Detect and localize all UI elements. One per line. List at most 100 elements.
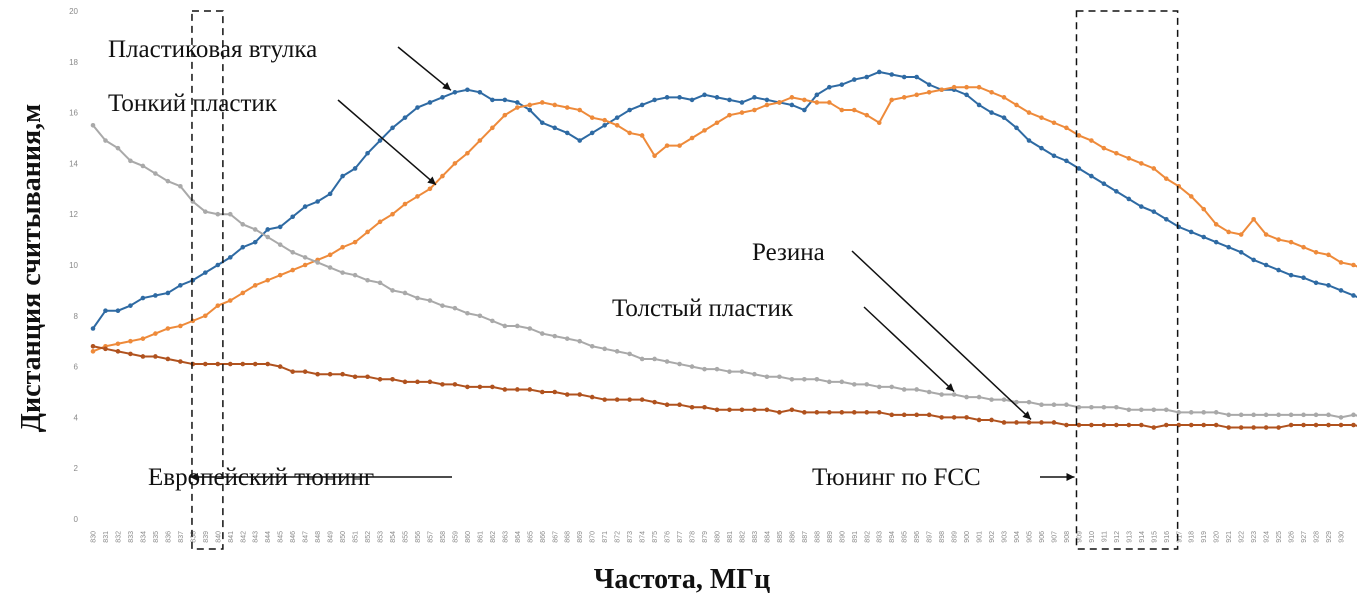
data-point — [1276, 425, 1281, 430]
data-point — [277, 224, 283, 230]
data-point — [1201, 410, 1207, 415]
data-point — [1213, 222, 1219, 227]
data-point — [1251, 412, 1256, 418]
data-point — [602, 117, 607, 123]
data-point — [1139, 422, 1144, 428]
x-tick-label: 901 — [977, 531, 984, 543]
data-point — [1064, 422, 1069, 428]
data-point — [490, 384, 495, 390]
data-point — [440, 95, 445, 100]
x-tick-label: 927 — [1301, 531, 1308, 543]
data-point — [390, 288, 395, 293]
data-point — [1114, 189, 1119, 194]
data-point — [302, 262, 308, 268]
data-point — [440, 303, 445, 308]
data-point — [365, 374, 370, 380]
x-tick-label: 882 — [739, 531, 746, 543]
x-tick-label: 894 — [889, 531, 896, 543]
data-point — [1301, 412, 1306, 418]
data-point — [327, 252, 333, 258]
data-point — [1089, 404, 1094, 410]
x-tick-label: 843 — [253, 531, 260, 543]
data-point — [290, 214, 295, 220]
data-point — [1301, 422, 1306, 428]
x-tick-label: 891 — [852, 531, 859, 543]
data-point — [552, 389, 558, 395]
data-point — [515, 323, 520, 329]
data-point — [689, 404, 695, 410]
data-point — [602, 123, 607, 128]
x-tick-label: 926 — [1289, 531, 1296, 543]
arrow-rubber — [851, 250, 1032, 421]
data-point — [1326, 283, 1331, 288]
data-point — [1126, 422, 1132, 428]
data-point — [789, 95, 795, 100]
data-point — [677, 143, 682, 148]
data-point — [1101, 181, 1107, 187]
x-tick-label: 844 — [265, 531, 272, 543]
data-point — [1301, 244, 1306, 250]
data-point — [1064, 125, 1069, 131]
data-point — [876, 410, 882, 415]
x-tick-label: 842 — [240, 531, 247, 543]
data-point — [340, 371, 345, 377]
y-tick-label: 0 — [74, 515, 79, 524]
x-tick-label: 834 — [140, 531, 147, 543]
data-point — [926, 89, 932, 95]
data-point — [140, 336, 146, 341]
data-point — [727, 407, 732, 413]
data-point — [377, 377, 383, 382]
data-point — [240, 222, 246, 227]
data-point — [1276, 412, 1281, 418]
data-point — [477, 313, 483, 319]
data-point — [452, 161, 458, 166]
data-point — [764, 374, 770, 380]
arrow-thick-plastic — [863, 306, 955, 393]
data-point — [1014, 125, 1019, 131]
data-point — [1064, 402, 1069, 408]
data-point — [1026, 138, 1032, 143]
x-tick-label: 925 — [1276, 531, 1283, 543]
data-point — [140, 354, 146, 359]
data-point — [552, 102, 558, 108]
data-point — [252, 239, 258, 245]
data-point — [1188, 410, 1194, 415]
x-tick-label: 838 — [190, 531, 197, 543]
data-point — [1039, 402, 1044, 408]
data-point — [1263, 232, 1269, 237]
data-point — [664, 143, 670, 148]
data-point — [1151, 209, 1157, 214]
data-point — [964, 92, 969, 98]
x-tick-label: 918 — [1189, 531, 1196, 543]
data-point — [1326, 412, 1331, 418]
data-point — [365, 277, 370, 283]
data-point — [1238, 425, 1244, 430]
data-point — [851, 77, 857, 82]
x-tick-label: 904 — [1014, 531, 1021, 543]
x-tick-label: 885 — [777, 531, 784, 543]
data-point — [165, 290, 171, 296]
data-point — [1226, 229, 1231, 235]
data-point — [664, 359, 670, 364]
data-point — [1188, 229, 1194, 235]
data-point — [614, 349, 620, 354]
y-axis-title: Дистанция считывания,м — [16, 104, 47, 432]
data-point — [1089, 422, 1094, 428]
region-label-fcc: Тюнинг по FCC — [812, 464, 981, 491]
x-tick-label: 912 — [1114, 531, 1121, 543]
data-point — [1163, 176, 1169, 181]
data-point — [652, 97, 657, 103]
x-tick-label: 839 — [203, 531, 210, 543]
data-point — [203, 270, 208, 275]
x-tick-label: 852 — [365, 531, 372, 543]
y-tick-label: 10 — [69, 261, 78, 270]
data-point — [302, 369, 308, 374]
x-tick-label: 871 — [602, 531, 609, 543]
data-point — [552, 125, 558, 131]
data-point — [90, 123, 96, 128]
x-tick-label: 909 — [1076, 531, 1083, 543]
data-point — [1126, 156, 1132, 161]
series-1 — [90, 69, 1357, 331]
data-point — [490, 125, 495, 131]
data-point — [814, 92, 820, 98]
